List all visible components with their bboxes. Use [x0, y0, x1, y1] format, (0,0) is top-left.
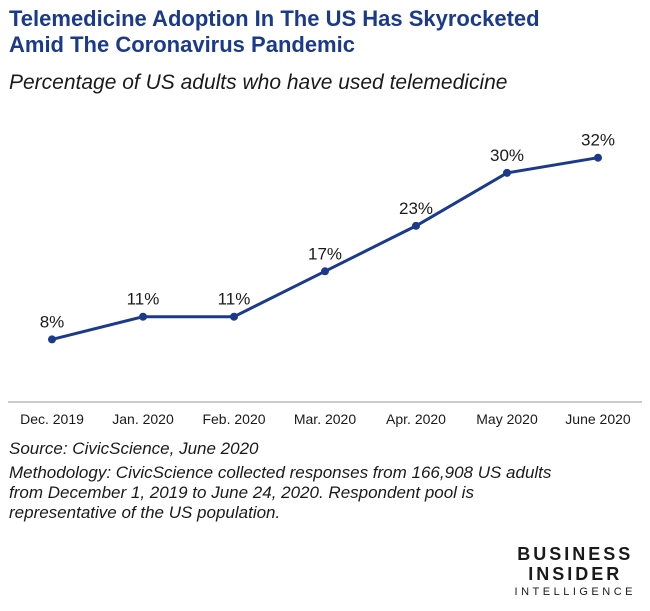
methodology-line-3: representative of the US population. [9, 503, 281, 522]
chart-title-line-1: Telemedicine Adoption In The US Has Skyr… [9, 6, 540, 31]
x-tick-label: Dec. 2019 [20, 411, 84, 427]
methodology-line-2: from December 1, 2019 to June 24, 2020. … [9, 483, 474, 502]
data-label: 32% [581, 131, 615, 150]
chart-title: Telemedicine Adoption In The US Has Skyr… [9, 6, 641, 58]
data-point [48, 335, 56, 344]
logo-line-business: BUSINESS [517, 544, 634, 564]
logo-line-intelligence: INTELLIGENCE [514, 586, 636, 598]
data-point [594, 153, 602, 162]
x-tick-label: Jan. 2020 [112, 411, 174, 427]
data-point [412, 221, 420, 230]
data-point [503, 168, 511, 177]
methodology-line-1: Methodology: CivicScience collected resp… [9, 463, 552, 482]
chart-marks: 8% Dec. 2019 11% Jan. 2020 11% Feb. 2020 17% Ma… [8, 131, 642, 427]
chart-subtitle: Percentage of US adults who have used te… [9, 71, 508, 94]
data-point [321, 267, 329, 276]
x-tick-label: Mar. 2020 [294, 411, 356, 427]
chart-title-line-2: Amid The Coronavirus Pandemic [9, 32, 355, 57]
data-point [230, 312, 238, 321]
data-label: 17% [308, 244, 342, 263]
data-label: 8% [40, 312, 65, 331]
data-label: 11% [127, 290, 160, 309]
data-point [139, 312, 147, 321]
logo-line-insider: INSIDER [528, 564, 623, 584]
methodology-note: Methodology: CivicScience collected resp… [9, 463, 641, 523]
x-tick-label: Apr. 2020 [386, 411, 446, 427]
business-insider-intelligence-logo: BUSINESS INSIDER INTELLIGENCE [515, 544, 636, 599]
data-label: 11% [218, 290, 251, 309]
x-tick-label: Feb. 2020 [202, 411, 265, 427]
x-tick-label: June 2020 [565, 411, 631, 427]
source-note: Source: CivicScience, June 2020 [9, 439, 259, 458]
data-label: 23% [399, 199, 433, 218]
line-chart: 8% Dec. 2019 11% Jan. 2020 11% Feb. 2020 17% Ma… [8, 131, 642, 427]
x-tick-label: May 2020 [476, 411, 538, 427]
data-label: 30% [490, 146, 524, 165]
